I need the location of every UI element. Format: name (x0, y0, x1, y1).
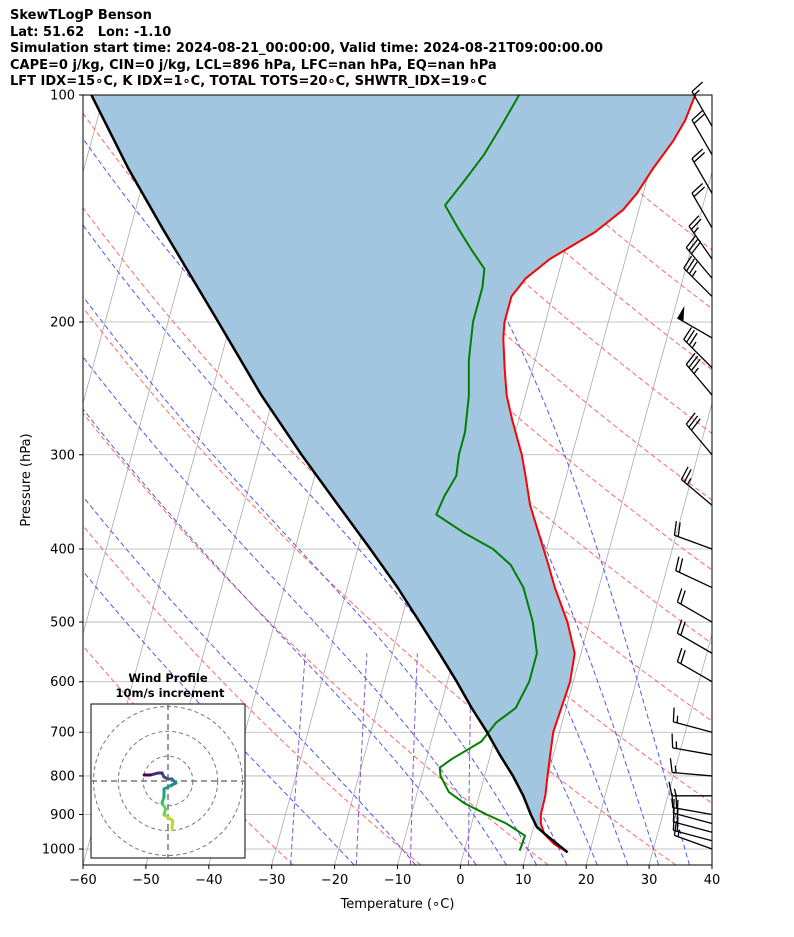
y-tick-label: 600 (50, 675, 75, 690)
wind-barb (688, 215, 713, 260)
isotherm-gridline (648, 632, 712, 865)
y-tick-label: 200 (50, 315, 75, 330)
x-tick-label: 40 (704, 873, 721, 888)
isotherm-gridline (585, 401, 712, 865)
x-tick-label: −60 (69, 873, 96, 888)
wind-barb (675, 556, 713, 589)
mixing-ratio-line (409, 653, 418, 865)
wind-barb (672, 798, 713, 825)
y-tick-label: 900 (50, 808, 75, 823)
dewpoint-line (435, 95, 538, 852)
moist-adiabat (83, 356, 507, 865)
x-tick-label: −50 (132, 873, 159, 888)
moist-adiabat (83, 495, 416, 865)
indices-line: LFT IDX=15∘C, K IDX=1∘C, TOTAL TOTS=20∘C… (10, 74, 487, 90)
location-line: Lat: 51.62 Lon: -1.10 (10, 24, 172, 40)
wind-barb (676, 619, 713, 654)
wind-barb (685, 352, 713, 396)
temperature-line (502, 95, 697, 854)
wind-barb (691, 109, 713, 156)
dry-adiabat (265, 95, 712, 501)
dry-adiabat (83, 645, 294, 865)
wind-barb (668, 781, 712, 797)
wind-barb (677, 305, 713, 339)
x-tick-label: 10 (515, 873, 532, 888)
wind-barb (680, 466, 713, 506)
wind-barb (669, 758, 713, 777)
axes: −60 −50 −40 −30 −20 −10 0 10 20 30 40 1000 900 800 700… (19, 89, 720, 913)
wind-barb (691, 148, 713, 194)
wind-barb (685, 412, 713, 456)
y-tick-label: 400 (50, 542, 75, 557)
isotherm-gridline (711, 863, 712, 865)
x-axis-label: Temperature (∘C) (340, 897, 455, 912)
wind-barb (672, 707, 713, 733)
cape-line: CAPE=0 j/kg, CIN=0 j/kg, LCL=896 hPa, LF… (10, 57, 497, 73)
x-tick-label: −40 (195, 873, 222, 888)
y-tick-label: 500 (50, 616, 75, 631)
x-tick-label: 30 (641, 873, 658, 888)
hodograph-ring (117, 730, 219, 832)
mixing-ratio-line (468, 653, 472, 865)
chart-title: SkewTLogP Benson (10, 8, 152, 23)
y-tick-label: 100 (50, 89, 75, 104)
x-tick-label: −30 (258, 873, 285, 888)
wind-barb (691, 183, 713, 229)
x-tick-label: −10 (384, 873, 411, 888)
dry-adiabat (83, 524, 422, 865)
x-tick-label: 0 (456, 873, 464, 888)
moist-adiabat (83, 408, 477, 865)
dry-adiabat (83, 412, 549, 865)
time-line: Simulation start time: 2024-08-21_00:00:… (10, 41, 603, 57)
x-tick-label: −20 (321, 873, 348, 888)
y-tick-label: 1000 (42, 843, 75, 858)
dry-adiabat (83, 306, 677, 865)
moist-adiabat (83, 295, 538, 865)
moist-adiabat (368, 110, 690, 865)
cin-shading (91, 95, 696, 853)
y-axis-label: Pressure (hPa) (19, 433, 34, 526)
wind-barb (676, 647, 713, 683)
wind-barb (685, 235, 713, 279)
wind-barb (683, 255, 713, 297)
hodograph-title: Wind Profile (128, 671, 208, 685)
wind-barb (673, 821, 713, 850)
y-tick-label: 300 (50, 448, 75, 463)
wind-barb (676, 588, 713, 623)
mixing-ratio-line (355, 653, 368, 865)
wind-barbs (668, 81, 713, 850)
mixing-ratio-line (290, 653, 306, 865)
hodograph-subtitle: 10m/s increment (116, 686, 225, 700)
wind-barb (671, 733, 713, 756)
isotherm-gridline (83, 95, 105, 174)
isotherm-gridline (83, 95, 231, 636)
wind-barb (673, 521, 713, 550)
wind-barb (683, 327, 713, 369)
y-tick-label: 700 (50, 726, 75, 741)
chart-header: SkewTLogP Benson Lat: 51.62 Lon: -1.10 S… (10, 8, 603, 91)
hodograph-segment (162, 813, 175, 823)
y-tick-label: 800 (50, 769, 75, 784)
moist-adiabat (83, 570, 355, 865)
x-tick-label: 20 (578, 873, 595, 888)
parcel-line (90, 95, 569, 854)
wind-barb (691, 81, 713, 127)
